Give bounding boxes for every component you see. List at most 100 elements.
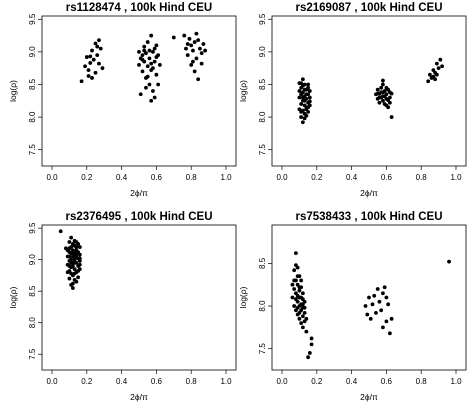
data-point (194, 56, 199, 61)
data-point (196, 77, 201, 82)
data-point (145, 40, 150, 44)
data-point (306, 82, 310, 87)
data-point (70, 264, 75, 268)
data-point (307, 89, 312, 93)
data-point (76, 269, 80, 273)
data-point (152, 95, 157, 100)
data-point (381, 98, 385, 103)
data-point (189, 43, 194, 48)
data-point (297, 288, 302, 293)
data-point (307, 99, 312, 104)
data-point (290, 282, 295, 287)
data-point (304, 316, 309, 321)
data-point (300, 297, 305, 302)
data-point (297, 89, 302, 93)
data-point (67, 254, 72, 259)
data-point (199, 61, 204, 66)
data-point (69, 235, 74, 240)
data-point (137, 49, 141, 54)
data-point (77, 245, 82, 249)
x-tick-label: 0.0 (276, 377, 288, 386)
data-point (140, 69, 145, 74)
data-point (95, 44, 100, 49)
panel-title: rs7538433 , 100k Hind CEU (295, 211, 442, 223)
x-tick-label: 0.4 (116, 377, 128, 386)
data-point (389, 115, 394, 119)
x-axis-label: 2ϕ/π (130, 188, 148, 198)
panel-1: rs1128474 , 100k Hind CEU 0.0 0.2 0.4 0.6 0.8… (8, 2, 237, 198)
panel-title: rs2376495 , 100k Hind CEU (65, 211, 212, 223)
panel-2: rs2169087 , 100k Hind CEU 0.0 0.2 0.4 0.6 0.8… (238, 2, 467, 198)
data-point (299, 92, 304, 97)
data-point (144, 85, 148, 90)
data-point (149, 33, 154, 38)
data-point (307, 351, 312, 355)
x-axis-label: 2ϕ/π (360, 392, 378, 402)
data-point (379, 85, 384, 90)
data-point (138, 92, 143, 97)
y-axis-label: log(ρ) (8, 286, 18, 308)
data-point (191, 48, 195, 53)
plot-frame (41, 15, 237, 167)
data-point (377, 100, 382, 105)
data-point (379, 308, 384, 313)
x-tick-label: 0.6 (151, 173, 163, 182)
data-point (387, 331, 392, 336)
x-tick-label: 1.0 (450, 377, 462, 386)
data-point (74, 279, 79, 284)
x-tick-label: 0.4 (346, 173, 358, 182)
y-tick-label: 8.5 (28, 285, 37, 297)
data-point (297, 310, 302, 315)
data-point (299, 321, 304, 325)
data-point (201, 42, 206, 46)
data-point (72, 271, 77, 276)
data-point (187, 36, 192, 41)
y-tick-label: 9.5 (28, 222, 37, 234)
x-tick-label: 0.2 (311, 377, 323, 386)
data-point (151, 66, 155, 71)
data-point (72, 267, 77, 272)
data-point (381, 325, 385, 330)
data-point (97, 38, 101, 43)
data-point (379, 95, 384, 100)
data-point (299, 109, 304, 114)
data-point (91, 57, 96, 62)
data-point (302, 310, 307, 315)
data-point (302, 87, 307, 92)
x-tick-label: 0.0 (46, 173, 58, 182)
plot-frame (41, 224, 237, 371)
data-point (67, 240, 72, 244)
y-tick-label: 9.0 (28, 46, 37, 58)
data-point (294, 263, 298, 267)
data-point (382, 285, 387, 290)
data-point (382, 94, 387, 99)
data-point (384, 319, 389, 324)
data-point (77, 262, 82, 267)
data-point (295, 293, 300, 298)
y-axis-label: log(ρ) (238, 286, 248, 308)
data-point (70, 251, 75, 256)
x-tick-label: 0.8 (416, 377, 428, 386)
data-point (299, 81, 304, 86)
data-point (154, 55, 159, 59)
x-tick-label: 1.0 (450, 173, 462, 182)
data-point (182, 33, 187, 38)
y-tick-label: 9.0 (258, 46, 267, 58)
plot-frame (271, 15, 467, 167)
data-point (386, 302, 391, 307)
x-tick-label: 0.0 (276, 173, 288, 182)
data-point (203, 48, 208, 53)
data-point (147, 56, 152, 61)
data-point (386, 98, 391, 103)
data-point (152, 46, 157, 51)
data-point (297, 316, 302, 321)
data-point (72, 254, 77, 259)
data-point (299, 115, 304, 119)
data-point (196, 38, 201, 43)
data-point (72, 257, 77, 262)
data-point (192, 40, 197, 44)
data-point (367, 295, 371, 300)
data-point (93, 41, 98, 46)
x-tick-label: 0.8 (186, 173, 198, 182)
